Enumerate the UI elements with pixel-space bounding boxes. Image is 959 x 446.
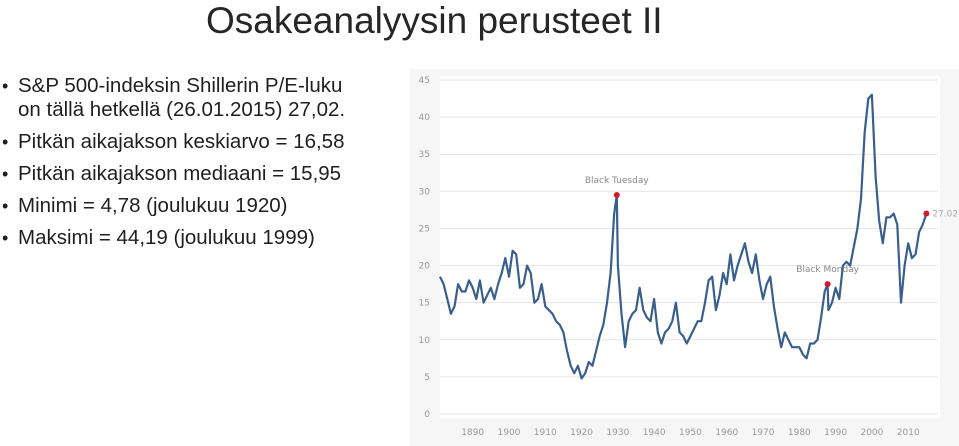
x-tick-label: 1940 xyxy=(643,428,666,438)
x-tick-label: 1990 xyxy=(824,428,847,438)
y-tick-label: 25 xyxy=(419,224,430,234)
bullet-median: • Pitkän aikajakson mediaani = 15,95 xyxy=(0,162,410,186)
x-tick-label: 1900 xyxy=(498,428,521,438)
series-line xyxy=(439,93,928,380)
bullet-text: Minimi = 4,78 (joulukuu 1920) xyxy=(18,194,288,217)
x-tick-label: 1930 xyxy=(606,428,629,438)
y-tick-label: 0 xyxy=(424,410,430,420)
bullet-dot-icon: • xyxy=(2,228,9,248)
bullet-text: Pitkän aikajakson mediaani = 15,95 xyxy=(18,162,342,185)
bullet-text: Pitkän aikajakson keskiarvo = 16,58 xyxy=(18,130,345,153)
shiller-pe-chart: 0 5 10 15 20 25 30 35 40 45 1890 1900 1910 1920 1930 19… xyxy=(419,76,958,438)
annotation-label: Black Tuesday xyxy=(585,176,650,186)
x-tick-label: 1970 xyxy=(752,428,775,438)
x-tick-label: 1890 xyxy=(461,428,484,438)
bullet-dot-icon: • xyxy=(2,76,9,96)
bullet-dot-icon: • xyxy=(2,196,9,216)
annotation-label: Black Monday xyxy=(796,265,859,275)
y-tick-label: 15 xyxy=(419,299,430,309)
plot-area xyxy=(440,76,940,418)
bullet-list: • S&P 500-indeksin Shillerin P/E-luku on … xyxy=(0,74,410,258)
x-tick-label: 1960 xyxy=(715,428,738,438)
y-tick-label: 35 xyxy=(419,150,430,160)
y-tick-label: 10 xyxy=(419,336,431,346)
x-tick-label: 1950 xyxy=(679,428,702,438)
bullet-dot-icon: • xyxy=(2,164,9,184)
y-tick-label: 40 xyxy=(419,113,431,123)
bullet-minimum: • Minimi = 4,78 (joulukuu 1920) xyxy=(0,194,410,218)
x-tick-label: 2000 xyxy=(860,428,883,438)
y-tick-label: 30 xyxy=(419,187,431,197)
bullet-average: • Pitkän aikajakson keskiarvo = 16,58 xyxy=(0,130,410,154)
x-tick-label: 1980 xyxy=(788,428,811,438)
x-tick-label: 1910 xyxy=(534,428,557,438)
bullet-text: Maksimi = 44,19 (joulukuu 1999) xyxy=(18,226,315,249)
y-tick-label: 5 xyxy=(424,373,430,383)
bullet-maximum: • Maksimi = 44,19 (joulukuu 1999) xyxy=(0,226,410,250)
x-tick-label: 2010 xyxy=(897,428,920,438)
chart-panel: 0 5 10 15 20 25 30 35 40 45 1890 1900 1910 1920 1930 19… xyxy=(410,69,959,446)
annotation-marker xyxy=(613,192,620,199)
y-tick-label: 45 xyxy=(419,76,430,86)
end-value-label: 27.02 xyxy=(932,209,958,219)
annotation-marker xyxy=(824,281,831,288)
bullet-current-pe: • S&P 500-indeksin Shillerin P/E-luku on … xyxy=(0,74,410,122)
x-tick-label: 1920 xyxy=(570,428,593,438)
end-point-marker xyxy=(923,210,930,217)
slide-title: Osakeanalyysin perusteet II xyxy=(206,0,663,41)
bullet-dot-icon: • xyxy=(2,132,9,152)
bullet-text: S&P 500-indeksin Shillerin P/E-luku on t… xyxy=(18,74,346,121)
y-tick-label: 20 xyxy=(419,262,431,272)
